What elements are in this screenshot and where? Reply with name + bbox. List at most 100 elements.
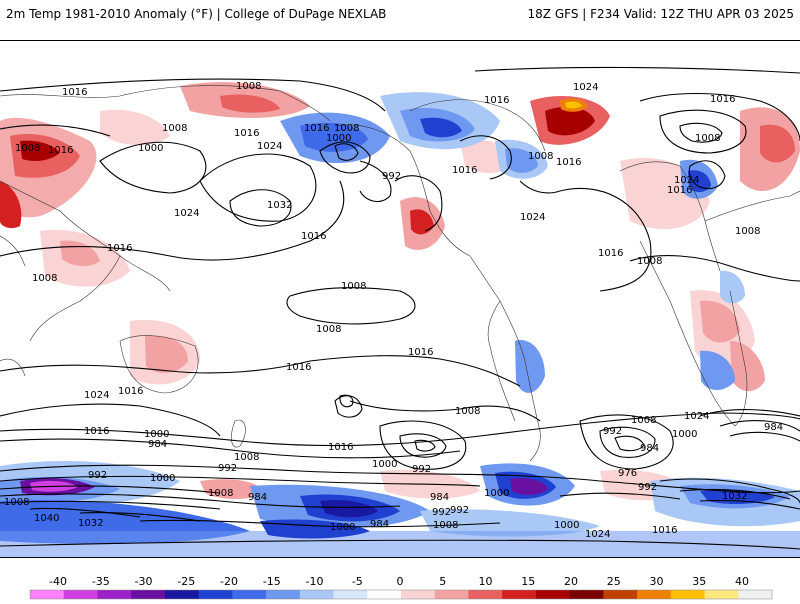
isobar-label: 1016 (118, 386, 143, 397)
isobar-label: 1016 (652, 525, 677, 536)
isobar-label: 1024 (174, 208, 199, 219)
isobar-label: 984 (370, 519, 389, 530)
colorbar-tick-label: -40 (49, 575, 67, 588)
isobar-label: 1024 (684, 411, 709, 422)
isobar-label: 1008 (695, 133, 720, 144)
isobar-label: 1016 (452, 165, 477, 176)
isobar-label: 984 (248, 492, 267, 503)
colorbar-swatch (704, 590, 739, 599)
colorbar-swatch (502, 590, 537, 599)
isobar-label: 1016 (84, 426, 109, 437)
isobar-label: 1000 (372, 459, 397, 470)
isobar-label: 1008 (208, 488, 233, 499)
isobar-label: 1032 (722, 491, 747, 502)
isobar-label: 992 (432, 507, 451, 518)
colorbar-tick-label: -10 (306, 575, 324, 588)
isobar-label: 1024 (674, 175, 699, 186)
isobar-labels: 1008 1016 1024 1016 1008 1008 1016 1016 … (4, 81, 783, 540)
colorbar-swatch (535, 590, 571, 599)
colorbar-swatches (29, 589, 773, 600)
colorbar-swatch (401, 590, 436, 599)
isobar-label: 1000 (138, 143, 163, 154)
isobar-label: 1008 (316, 324, 341, 335)
colorbar-swatch (164, 590, 200, 599)
isobar-label: 984 (764, 422, 783, 433)
colorbar-swatch (670, 590, 706, 599)
isobar-label: 1008 (4, 497, 29, 508)
colorbar-swatch (299, 590, 335, 599)
colorbar-tick-label: 40 (735, 575, 749, 588)
colorbar-swatch (266, 590, 301, 599)
colorbar-tick-label: -35 (92, 575, 110, 588)
colorbar-tick-label: -30 (135, 575, 153, 588)
colorbar-swatch (738, 590, 773, 599)
colorbar-swatch (333, 590, 368, 599)
isobar-label: 1008 (234, 452, 259, 463)
isobar-label: 992 (88, 470, 107, 481)
isobar-label: 992 (382, 171, 401, 182)
isobar-label: 1024 (573, 82, 598, 93)
isobar-label: 1016 (598, 248, 623, 259)
isobar-label: 1008 (236, 81, 261, 92)
isobar-label: 1008 (528, 151, 553, 162)
colorbar-canvas: -40 -35 -30 -25 -20 -15 -10 -5 0 5 10 15 20 25 30 35 40 (29, 575, 773, 600)
colorbar-tick-label: 35 (692, 575, 706, 588)
colorbar-tick-label: 20 (564, 575, 578, 588)
isobar-label: 1000 (672, 429, 697, 440)
colorbar-swatch (569, 590, 604, 599)
isobar-contours (0, 66, 800, 550)
isobar-label: 1008 (162, 123, 187, 134)
isobar-label: 1008 (735, 226, 760, 237)
colorbar-tick-label: 15 (521, 575, 535, 588)
isobar-label: 1008 (15, 143, 40, 154)
colorbar-swatch (97, 590, 132, 599)
isobar-label: 1032 (267, 200, 292, 211)
isobar-label: 1008 (631, 415, 656, 426)
isobar-label: 1016 (286, 362, 311, 373)
colorbar-tick-label: -15 (263, 575, 281, 588)
colorbar: -40 -35 -30 -25 -20 -15 -10 -5 0 5 10 15 20 25 30 35 40 (0, 571, 800, 600)
colorbar-frame (29, 589, 773, 600)
map-title: 2m Temp 1981-2010 Anomaly (°F) | College… (6, 7, 387, 21)
isobar-label: 992 (412, 464, 431, 475)
isobar-label: 1016 (484, 95, 509, 106)
colorbar-swatch (232, 590, 267, 599)
isobar-label: 984 (430, 492, 449, 503)
isobar-label: 992 (450, 505, 469, 516)
colorbar-tick-label: -25 (177, 575, 195, 588)
isobar-label: 1008 (433, 520, 458, 531)
map-canvas: 1008 1016 1024 1016 1008 1008 1016 1016 … (0, 66, 800, 557)
isobar-label: 992 (638, 482, 657, 493)
isobar-label: 1016 (62, 87, 87, 98)
isobar-label: 1024 (257, 141, 282, 152)
isobar-label: 1000 (150, 473, 175, 484)
isobar-label: 1016 (48, 145, 73, 156)
isobar-label: 1008 (341, 281, 366, 292)
isobar-label: 1016 (107, 243, 132, 254)
isobar-label: 1016 (710, 94, 735, 105)
colorbar-swatch (434, 590, 469, 599)
isobar-label: 984 (640, 443, 659, 454)
colorbar-swatch (468, 590, 503, 599)
colorbar-swatch (131, 590, 166, 599)
isobar-label: 1000 (484, 488, 509, 499)
isobar-label: 1032 (78, 518, 103, 529)
isobar-label: 1024 (585, 529, 610, 540)
colorbar-tick-label: -5 (352, 575, 363, 588)
isobar-label: 1008 (334, 123, 359, 134)
colorbar-swatch (637, 590, 672, 599)
coastlines (0, 85, 800, 462)
isobar-label: 1008 (637, 256, 662, 267)
isobar-label: 1016 (234, 128, 259, 139)
header: 2m Temp 1981-2010 Anomaly (°F) | College… (0, 0, 800, 28)
colorbar-tick-label: 0 (397, 575, 404, 588)
colorbar-swatch (63, 590, 98, 599)
isobar-label: 1016 (328, 442, 353, 453)
isobar-label: 992 (218, 463, 237, 474)
isobar-label: 984 (148, 439, 167, 450)
isobar-label: 1024 (84, 390, 109, 401)
isobar-label: 1016 (304, 123, 329, 134)
isobar-label: 1024 (520, 212, 545, 223)
colorbar-tick-label: 25 (607, 575, 621, 588)
isobar-label: 1016 (301, 231, 326, 242)
